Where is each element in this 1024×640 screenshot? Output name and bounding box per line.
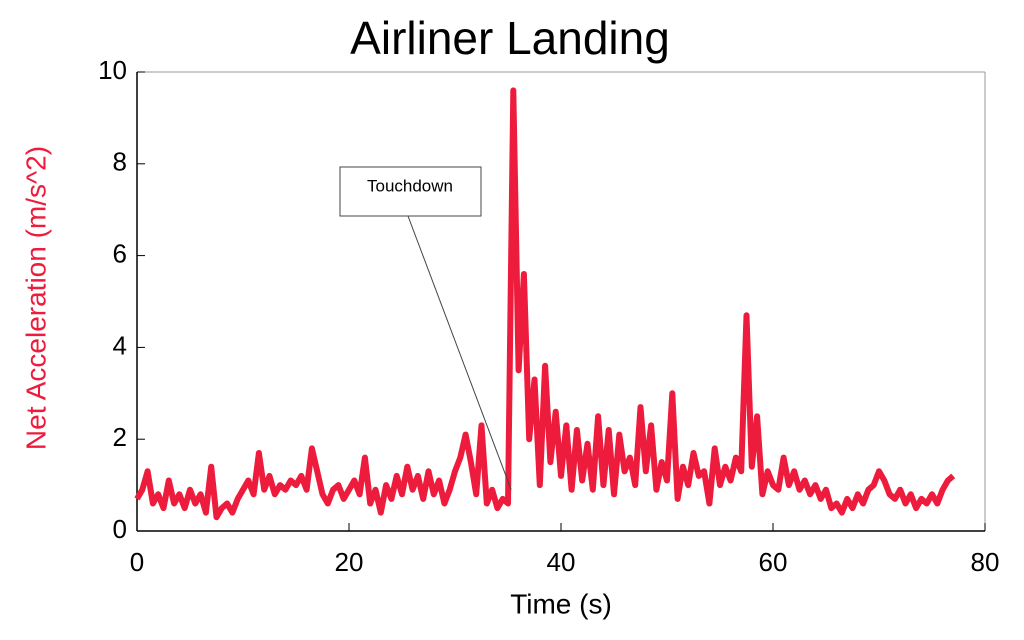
x-tick-label: 80 bbox=[971, 547, 1000, 577]
annotation-text: Touchdown bbox=[367, 176, 453, 195]
y-tick-label: 8 bbox=[113, 147, 127, 177]
x-tick-label: 40 bbox=[547, 547, 576, 577]
x-axis-label: Time (s) bbox=[510, 588, 612, 619]
x-tick-label: 60 bbox=[759, 547, 788, 577]
annotation-pointer bbox=[407, 215, 512, 490]
y-tick-label: 4 bbox=[113, 330, 127, 360]
y-tick-label: 0 bbox=[113, 514, 127, 544]
y-tick-label: 2 bbox=[113, 422, 127, 452]
annotation-box bbox=[339, 166, 482, 217]
y-axis-label: Net Acceleration (m/s^2) bbox=[20, 146, 51, 450]
x-tick-label: 20 bbox=[335, 547, 364, 577]
data-line bbox=[134, 87, 956, 521]
y-tick-label: 10 bbox=[98, 55, 127, 85]
chart-title: Airliner Landing bbox=[350, 12, 670, 64]
x-tick-label: 0 bbox=[130, 547, 144, 577]
y-tick-label: 6 bbox=[113, 238, 127, 268]
